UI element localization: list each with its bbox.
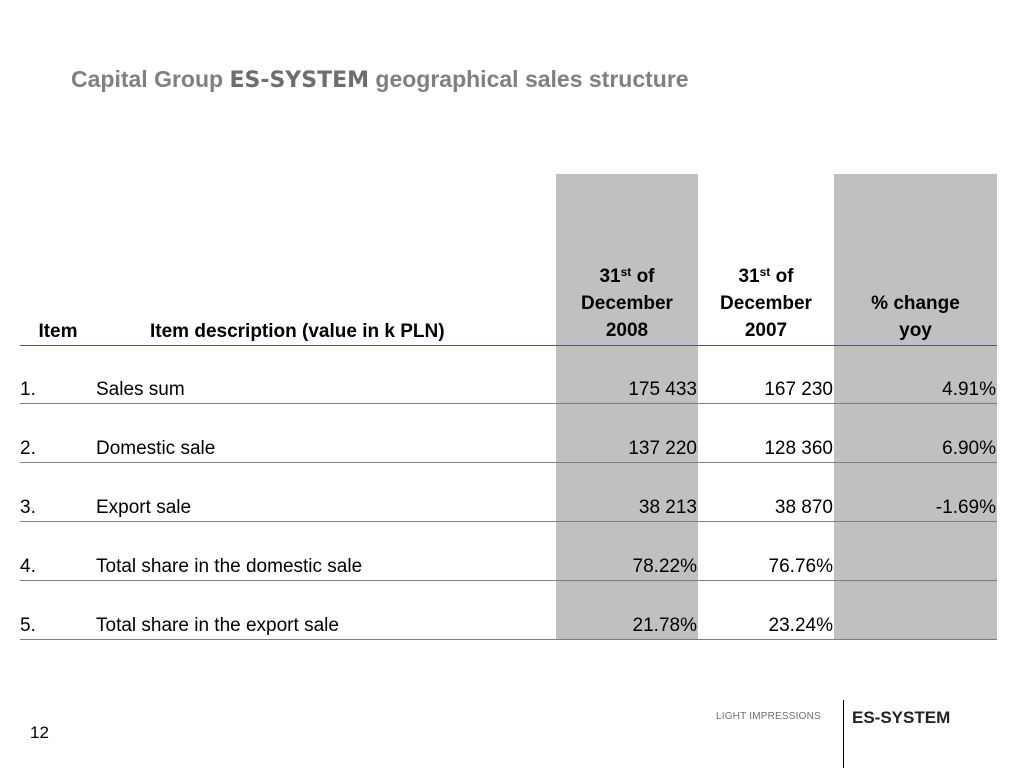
title-prefix: Capital Group xyxy=(71,66,224,92)
row-change: 6.90% xyxy=(942,438,996,459)
column-change-shading xyxy=(834,174,997,640)
title-suffix: geographical sales structure xyxy=(375,66,689,92)
table-row: 1. Sales sum 175 433 167 230 4.91% xyxy=(20,345,997,404)
row-number: 1. xyxy=(20,379,36,400)
row-number: 3. xyxy=(20,497,36,518)
row-value-2007: 76.76% xyxy=(768,556,833,577)
row-value-2008: 137 220 xyxy=(628,438,697,459)
row-number: 4. xyxy=(20,556,36,577)
row-value-2008: 175 433 xyxy=(628,379,697,400)
slide-title: Capital Group ES-SYSTEM geographical sal… xyxy=(71,66,689,93)
row-value-2007: 167 230 xyxy=(764,379,833,400)
header-change-yoy: % change yoy xyxy=(871,293,960,341)
table-row: 2. Domestic sale 137 220 128 360 6.90% xyxy=(20,404,997,463)
row-number: 5. xyxy=(20,615,36,636)
footer-logo: ES-SYSTEM xyxy=(852,708,951,727)
table-row: 3. Export sale 38 213 38 870 -1.69% xyxy=(20,463,997,522)
header-description: Item description (value in k PLN) xyxy=(150,321,445,342)
row-value-2007: 128 360 xyxy=(764,438,833,459)
column-2008-shading xyxy=(556,174,698,640)
footer-tagline: LIGHT IMPRESSIONS xyxy=(716,711,821,722)
row-description: Total share in the domestic sale xyxy=(96,556,363,577)
header-divider xyxy=(20,345,997,346)
header-2008: 31st of December 2008 xyxy=(581,265,673,341)
row-value-2008: 38 213 xyxy=(638,497,697,518)
row-value-2007: 38 870 xyxy=(774,497,833,518)
row-value-2007: 23.24% xyxy=(768,615,833,636)
row-value-2008: 78.22% xyxy=(632,556,697,577)
row-description: Sales sum xyxy=(96,379,185,400)
row-change: -1.69% xyxy=(935,497,996,518)
header-2007: 31st of December 2007 xyxy=(720,265,812,341)
table-row: 4. Total share in the domestic sale 78.2… xyxy=(20,522,997,581)
title-brand: ES-SYSTEM xyxy=(229,68,370,93)
row-number: 2. xyxy=(20,438,36,459)
row-description: Domestic sale xyxy=(96,438,216,459)
footer-divider xyxy=(843,700,844,768)
row-description: Total share in the export sale xyxy=(96,615,339,636)
header-item: Item xyxy=(38,321,78,342)
page-number: 12 xyxy=(30,723,49,742)
table-row: 5. Total share in the export sale 21.78%… xyxy=(20,581,997,640)
row-change: 4.91% xyxy=(942,379,996,400)
row-description: Export sale xyxy=(96,497,192,518)
row-value-2008: 21.78% xyxy=(632,615,697,636)
